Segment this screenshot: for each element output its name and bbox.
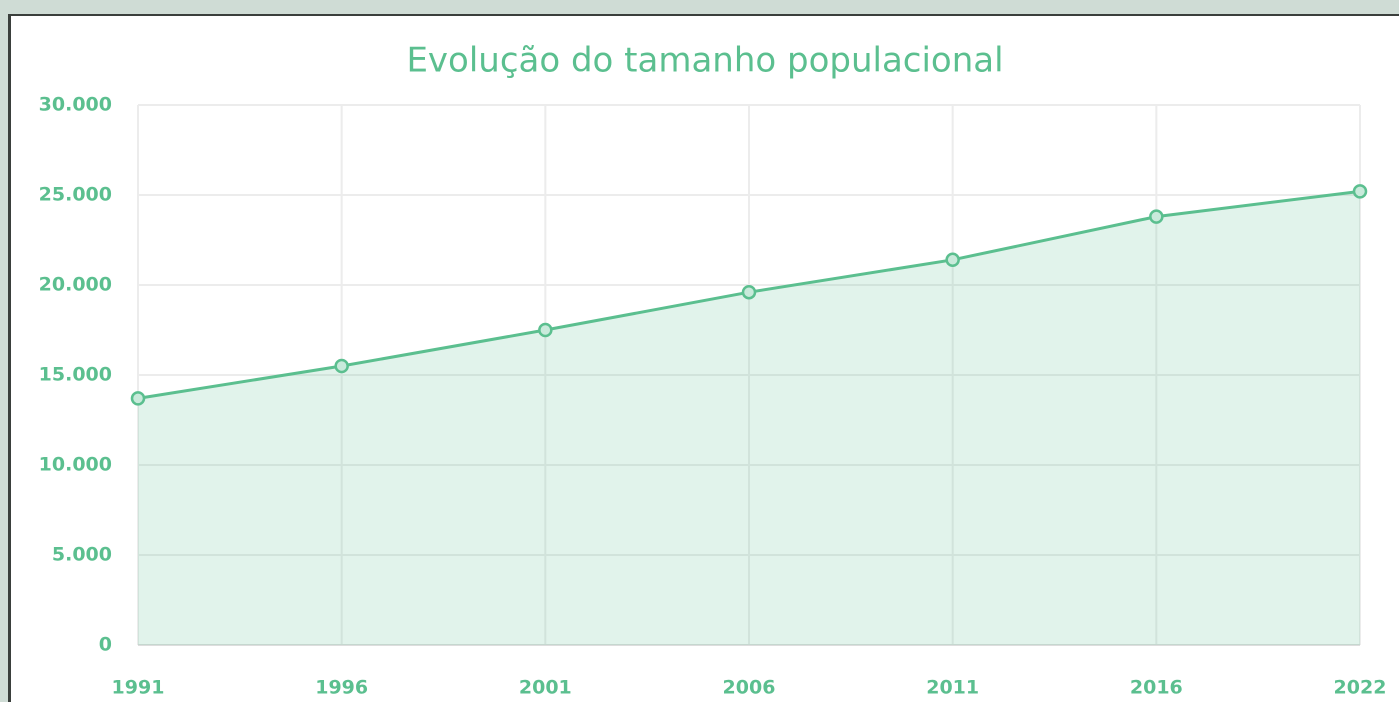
y-tick-label: 0: [99, 634, 112, 656]
point: [1149, 209, 1164, 224]
point: [741, 284, 757, 300]
area: [138, 191, 1360, 645]
x-tick-label: 2022: [1334, 677, 1387, 699]
y-tick-label: 20.000: [39, 274, 112, 296]
x-tick-label: 2001: [519, 677, 572, 699]
chart-title: Evolução do tamanho populacional: [406, 41, 1003, 81]
x-tick-label: 2016: [1130, 677, 1183, 699]
point: [130, 391, 146, 406]
y-tick-label: 30.000: [39, 94, 112, 116]
x-tick-label: 1991: [112, 677, 165, 699]
x-tick-label: 2006: [723, 677, 776, 699]
x-tick-label: 2011: [926, 677, 979, 699]
point: [334, 358, 349, 374]
point: [1352, 184, 1368, 199]
point: [538, 322, 553, 338]
x-tick-label: 1996: [315, 677, 368, 699]
y-tick-label: 10.000: [39, 454, 112, 476]
y-tick-label: 15.000: [39, 364, 112, 386]
chart-panel: [8, 14, 1399, 702]
y-tick-label: 5.000: [52, 544, 112, 566]
y-tick-label: 25.000: [39, 184, 112, 206]
point: [945, 252, 960, 268]
